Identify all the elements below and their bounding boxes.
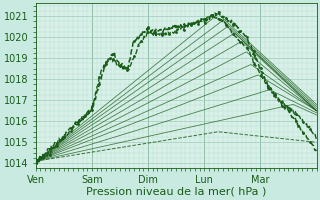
X-axis label: Pression niveau de la mer( hPa ): Pression niveau de la mer( hPa ): [86, 187, 266, 197]
